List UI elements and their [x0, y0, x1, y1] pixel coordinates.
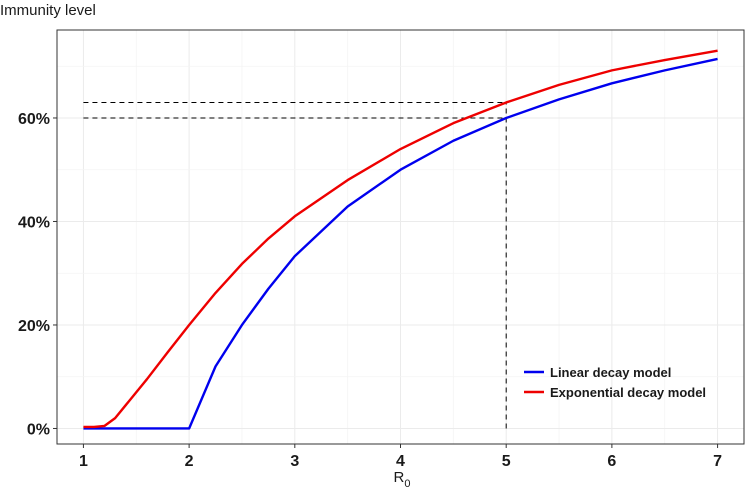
- y-tick-label: 40%: [18, 214, 50, 231]
- x-axis: 1 2 3 4 5 6 7: [79, 444, 722, 470]
- x-tick-label: 7: [713, 453, 722, 470]
- x-tick-label: 6: [607, 453, 616, 470]
- x-tick-label: 3: [290, 453, 299, 470]
- chart-title: Immunity level: [0, 2, 96, 19]
- y-axis: 0% 20% 40% 60%: [18, 111, 57, 438]
- legend-label: Exponential decay model: [550, 385, 706, 400]
- x-tick-label: 5: [502, 453, 511, 470]
- y-tick-label: 20%: [18, 318, 50, 335]
- y-tick-label: 60%: [18, 111, 50, 128]
- reference-lines: [83, 101, 507, 429]
- x-tick-label: 4: [396, 453, 405, 470]
- y-tick-label: 0%: [27, 421, 50, 438]
- series-line-exponential: [83, 49, 718, 429]
- legend-label: Linear decay model: [550, 365, 671, 380]
- x-axis-title-main: R: [394, 469, 405, 486]
- x-axis-title-subscript: 0: [404, 478, 410, 490]
- legend: Linear decay model Exponential decay mode…: [524, 365, 706, 400]
- series-line-linear: [83, 57, 718, 430]
- x-tick-label: 2: [185, 453, 194, 470]
- x-tick-label: 1: [79, 453, 88, 470]
- x-axis-title: R0: [394, 469, 411, 490]
- series-lines: [83, 49, 718, 430]
